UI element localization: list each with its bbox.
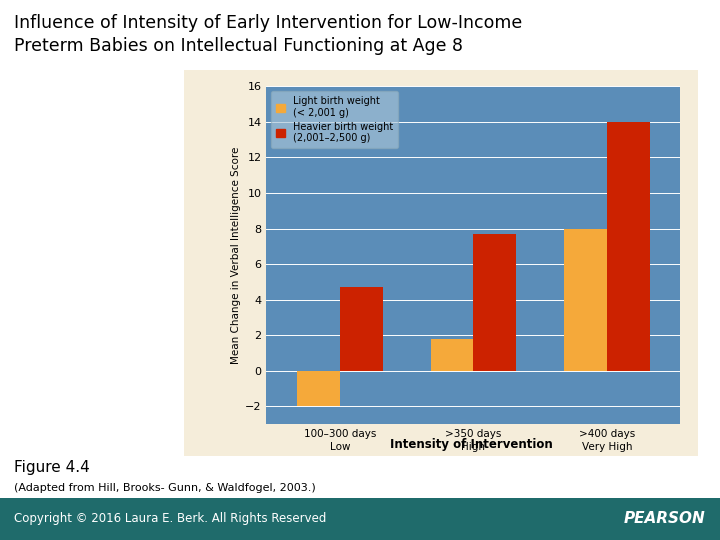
Bar (340, 287, 382, 370)
Text: Influence of Intensity of Early Intervention for Low-Income
Preterm Babies on In: Influence of Intensity of Early Interven… (14, 14, 523, 55)
Bar (564, 228, 607, 370)
Bar (607, 122, 649, 370)
Bar (297, 370, 340, 406)
Text: (Adapted from Hill, Brooks- Gunn, & Waldfogel, 2003.): (Adapted from Hill, Brooks- Gunn, & Wald… (14, 483, 316, 494)
Text: Copyright © 2016 Laura E. Berk. All Rights Reserved: Copyright © 2016 Laura E. Berk. All Righ… (14, 512, 327, 525)
Text: Figure 4.4: Figure 4.4 (14, 460, 90, 475)
Y-axis label: Mean Change in Verbal Intelligence Score: Mean Change in Verbal Intelligence Score (231, 146, 241, 364)
Text: PEARSON: PEARSON (624, 511, 706, 526)
Bar (474, 234, 516, 370)
Text: Intensity of Intervention: Intensity of Intervention (390, 438, 553, 451)
Bar (431, 339, 474, 370)
Legend: Light birth weight
(< 2,001 g), Heavier birth weight
(2,001–2,500 g): Light birth weight (< 2,001 g), Heavier … (271, 91, 397, 148)
